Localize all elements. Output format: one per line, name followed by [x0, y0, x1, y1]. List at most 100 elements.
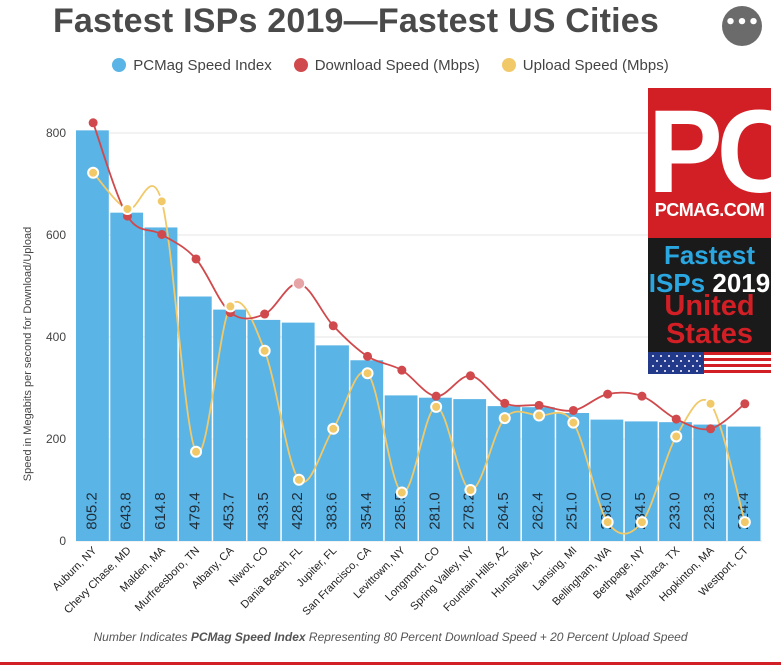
- download-speed-point: [637, 391, 647, 401]
- bar-value-label: 285.5: [392, 492, 409, 530]
- bar-speed-index: [453, 399, 487, 541]
- upload-speed-point: [292, 473, 305, 486]
- upload-speed-point: [670, 430, 683, 443]
- y-tick-label: 800: [46, 126, 66, 140]
- x-tick-label: Dania Beach, FL: [239, 545, 305, 611]
- legend-item-upload[interactable]: Upload Speed (Mbps): [501, 54, 669, 76]
- legend-item-download[interactable]: Download Speed (Mbps): [293, 54, 480, 76]
- upload-speed-point: [704, 397, 717, 410]
- bar-speed-index: [384, 395, 418, 541]
- bar-value-label: 383.6: [323, 492, 340, 530]
- bar-speed-index: [178, 296, 212, 541]
- bar-value-label: 233.0: [666, 492, 683, 530]
- x-tick-label: Murfreesboro, TN: [133, 545, 202, 614]
- download-speed-point: [292, 276, 306, 291]
- download-speed-point: [191, 254, 201, 264]
- badge-dark-panel: [648, 238, 771, 374]
- badge-red-panel: [648, 88, 771, 238]
- download-speed-point: [465, 371, 475, 381]
- upload-speed-point: [430, 400, 443, 413]
- upload-speed-point: [464, 484, 477, 496]
- download-speed-point: [157, 229, 167, 239]
- download-speed-point: [568, 405, 578, 415]
- legend-item-speed-index[interactable]: PCMag Speed Index: [112, 54, 272, 76]
- bar-value-label: 428.2: [289, 492, 306, 530]
- legend-dot-icon: [501, 58, 516, 72]
- upload-speed-point: [224, 300, 237, 313]
- upload-speed-point: [533, 409, 546, 422]
- download-speed-point: [328, 321, 338, 331]
- download-speed-point: [706, 424, 716, 434]
- upload-speed-point: [635, 516, 648, 529]
- bar-value-label: 433.5: [255, 492, 272, 530]
- download-speed-point: [671, 414, 681, 424]
- y-tick-label: 600: [46, 228, 66, 242]
- download-speed-point: [88, 118, 98, 128]
- bar-speed-index: [521, 407, 555, 541]
- upload-speed-point: [361, 367, 374, 380]
- us-flag-icon: [648, 352, 771, 374]
- bar-speed-index: [213, 309, 246, 541]
- y-tick-label: 0: [59, 534, 66, 548]
- legend-label: Upload Speed (Mbps): [522, 56, 669, 74]
- download-speed-point: [500, 398, 510, 408]
- chart-legend: PCMag Speed Index Download Speed (Mbps) …: [0, 54, 781, 76]
- caption-prefix: Number Indicates: [93, 630, 191, 644]
- bar-speed-index: [487, 406, 521, 541]
- legend-dot-icon: [293, 58, 308, 72]
- bar-speed-index: [693, 424, 727, 541]
- y-tick-label: 400: [46, 330, 66, 344]
- bar-value-label: 614.8: [152, 492, 169, 530]
- upload-speed-point: [601, 516, 614, 529]
- chart-title: Fastest ISPs 2019—Fastest US Cities: [52, 2, 660, 40]
- download-speed-point: [260, 309, 270, 319]
- bar-value-label: 354.4: [358, 492, 375, 530]
- x-tick-label: Fountain Hills, AZ: [441, 544, 511, 614]
- badge-year-text: 2019: [712, 268, 771, 298]
- download-speed-point: [603, 389, 613, 399]
- bar-value-label: 805.2: [83, 492, 100, 530]
- upload-speed-point: [121, 202, 134, 215]
- legend-label: Download Speed (Mbps): [314, 56, 480, 74]
- bar-speed-index: [144, 227, 178, 541]
- bar-speed-index: [281, 322, 315, 541]
- x-tick-label: Spring Valley, NY: [408, 544, 477, 613]
- upload-speed-point: [498, 412, 511, 425]
- bar-value-label: 264.5: [495, 492, 512, 530]
- download-speed-point: [397, 365, 407, 375]
- bar-value-label: 453.7: [221, 492, 238, 530]
- download-speed-point: [363, 351, 373, 361]
- chart-menu-button[interactable]: •••: [722, 6, 762, 46]
- badge-isps-text: ISPs: [648, 268, 706, 298]
- download-speed-point: [740, 399, 750, 409]
- upload-speed-point: [567, 416, 580, 429]
- upload-speed-point: [738, 516, 751, 529]
- bar-value-label: 251.0: [564, 492, 581, 530]
- bar-speed-index: [247, 319, 281, 541]
- upload-speed-point: [155, 195, 168, 208]
- bar-value-label: 643.8: [118, 492, 135, 530]
- upload-speed-point: [395, 486, 408, 499]
- x-tick-label: Bellingham, WA: [550, 544, 614, 608]
- badge-line-united: United: [664, 290, 755, 322]
- legend-dot-icon: [112, 58, 127, 72]
- legend-label: PCMag Speed Index: [133, 56, 272, 74]
- download-speed-point: [534, 400, 544, 410]
- upload-speed-point: [258, 344, 271, 357]
- bar-speed-index: [76, 130, 109, 541]
- badge-line-isps: ISPs 2019: [648, 268, 771, 299]
- caption-emphasis: PCMag Speed Index: [190, 630, 306, 644]
- badge-line-states: States: [665, 318, 754, 350]
- bar-value-label: 262.4: [529, 492, 546, 530]
- bar-speed-index: [556, 412, 589, 541]
- bottom-divider: [0, 662, 781, 665]
- bar-value-label: 479.4: [186, 492, 203, 530]
- pcmag-award-badge: PC PCMAG.COM Fastest ISPs 2019 United St…: [648, 88, 771, 374]
- upload-speed-point: [190, 445, 203, 458]
- upload-speed-point: [87, 166, 100, 179]
- bar-value-label: 281.0: [426, 492, 443, 530]
- bar-speed-index: [316, 345, 349, 541]
- download-speed-point: [431, 391, 441, 401]
- upload-speed-point: [327, 422, 340, 435]
